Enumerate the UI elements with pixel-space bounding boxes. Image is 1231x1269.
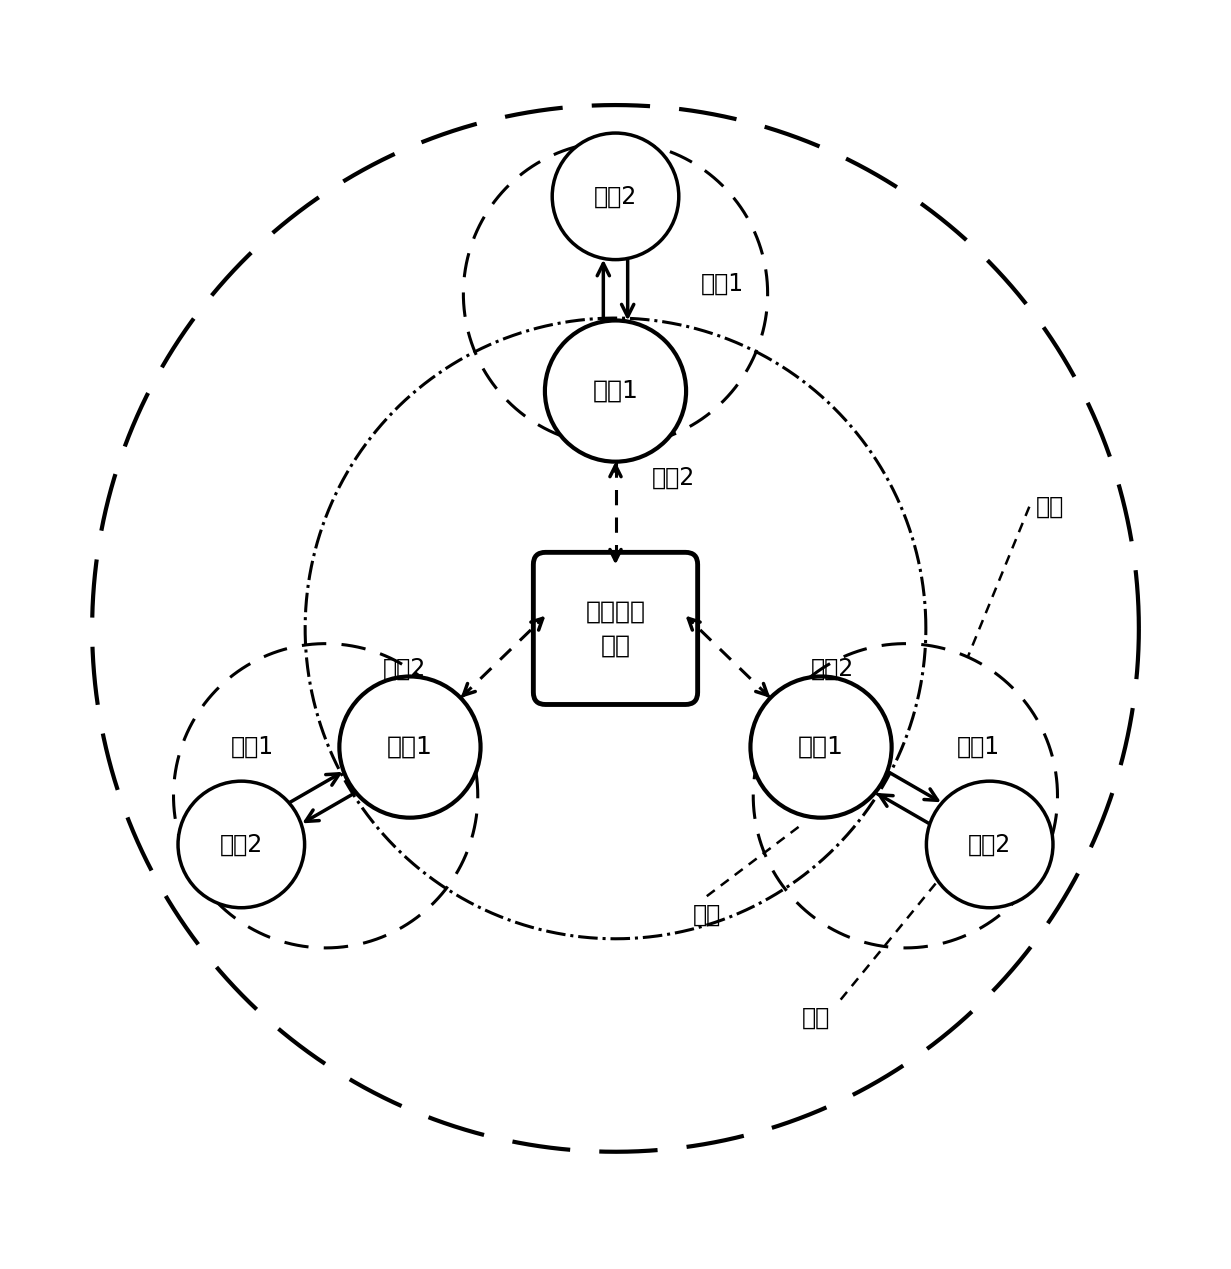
- Text: 部员: 部员: [803, 1006, 831, 1030]
- Text: 辜群1: 辜群1: [798, 735, 844, 759]
- Text: 蜜源交换
区域: 蜜源交换 区域: [586, 600, 645, 657]
- Circle shape: [545, 321, 686, 462]
- Text: 辜群2: 辜群2: [219, 832, 263, 857]
- Circle shape: [927, 782, 1053, 907]
- Text: 首领: 首领: [693, 902, 721, 926]
- Text: 阶况1: 阶况1: [956, 735, 1000, 759]
- FancyBboxPatch shape: [533, 552, 698, 704]
- Circle shape: [178, 782, 304, 907]
- Circle shape: [751, 676, 891, 817]
- Circle shape: [340, 676, 480, 817]
- Text: 阶况2: 阶况2: [652, 466, 696, 490]
- Text: 阶况2: 阶况2: [811, 657, 854, 681]
- Text: 辜群1: 辜群1: [387, 735, 433, 759]
- Text: 阶况2: 阶况2: [383, 657, 426, 681]
- Text: 辜群2: 辜群2: [968, 832, 1012, 857]
- Text: 阶况1: 阶况1: [231, 735, 275, 759]
- Text: 辜群2: 辜群2: [593, 184, 638, 208]
- Circle shape: [553, 133, 678, 260]
- Text: 辜群1: 辜群1: [592, 379, 639, 404]
- Text: 阶况1: 阶况1: [700, 272, 744, 296]
- Text: 部落: 部落: [1035, 495, 1064, 519]
